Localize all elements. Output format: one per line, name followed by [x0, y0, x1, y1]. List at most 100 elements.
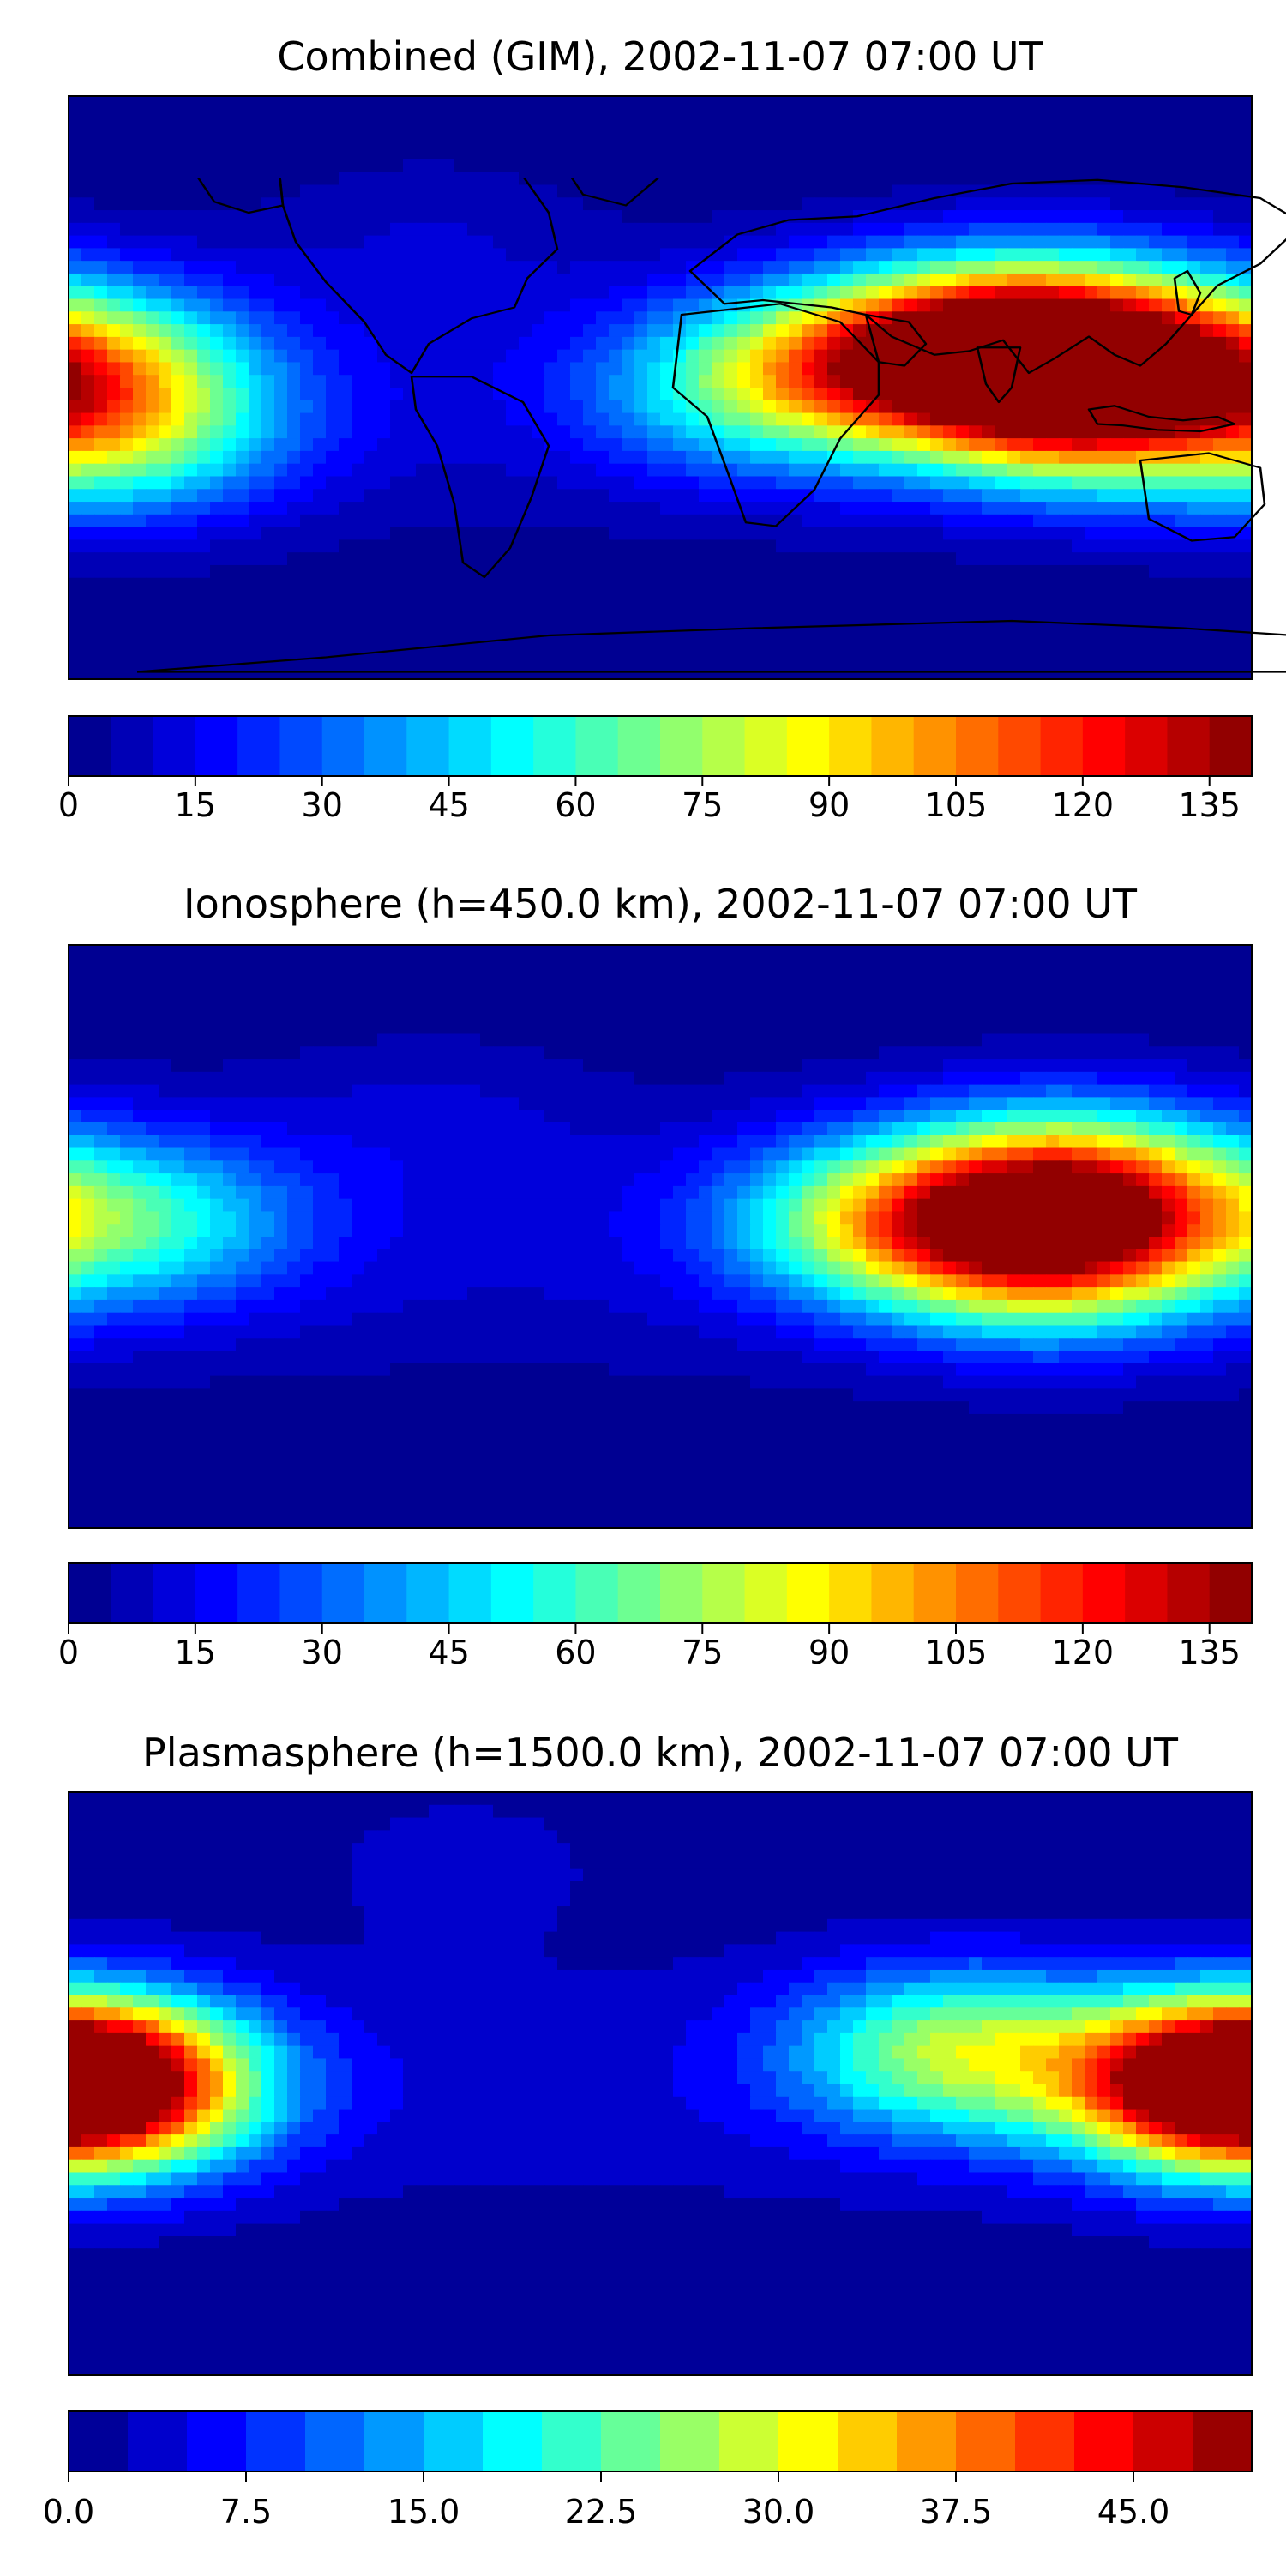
heatmap-cell: [570, 159, 584, 172]
heatmap-cell: [1046, 425, 1060, 438]
heatmap-cell: [171, 983, 185, 996]
heatmap-cell: [1226, 184, 1240, 197]
heatmap-cell: [609, 653, 622, 666]
heatmap-cell: [1020, 578, 1034, 591]
heatmap-cell: [1149, 653, 1163, 666]
heatmap-cell: [236, 958, 249, 971]
heatmap-cell: [1085, 464, 1098, 477]
heatmap-cell: [197, 286, 211, 299]
heatmap-cell: [493, 248, 507, 261]
heatmap-cell: [712, 578, 725, 591]
heatmap-cell: [840, 248, 854, 261]
heatmap-cell: [403, 122, 417, 135]
heatmap-cell: [454, 1008, 468, 1021]
heatmap-cell: [583, 996, 597, 1008]
heatmap-cell: [596, 286, 610, 299]
heatmap-cell: [789, 96, 802, 109]
heatmap-cell: [1085, 109, 1098, 122]
heatmap-cell: [557, 172, 571, 185]
heatmap-cell: [1072, 616, 1085, 629]
heatmap-cell: [1059, 159, 1073, 172]
heatmap-cell: [789, 172, 802, 185]
heatmap-cell: [660, 147, 674, 159]
heatmap-cell: [943, 515, 957, 527]
heatmap-cell: [416, 184, 430, 197]
heatmap-cell: [544, 971, 558, 984]
heatmap-cell: [1213, 375, 1227, 388]
heatmap-cell: [442, 438, 455, 451]
heatmap-cell: [1072, 286, 1085, 299]
heatmap-cell: [930, 666, 944, 679]
heatmap-cell: [184, 109, 198, 122]
heatmap-cell: [1110, 616, 1124, 629]
heatmap-cell: [94, 311, 108, 324]
heatmap-cell: [1187, 641, 1201, 654]
heatmap-cell: [1020, 565, 1034, 578]
heatmap-cell: [493, 134, 507, 147]
heatmap-cell: [1162, 362, 1175, 375]
heatmap-cell: [339, 629, 352, 641]
heatmap-cell: [1020, 324, 1034, 337]
heatmap-cell: [982, 438, 995, 451]
heatmap-cell: [634, 476, 648, 489]
heatmap-cell: [94, 971, 108, 984]
heatmap-cell: [724, 400, 738, 413]
heatmap-cell: [261, 591, 275, 604]
heatmap-cell: [300, 489, 314, 502]
heatmap-cell: [506, 971, 520, 984]
heatmap-cell: [763, 425, 777, 438]
heatmap-cell: [879, 438, 892, 451]
heatmap-cell: [352, 958, 365, 971]
heatmap-cell: [904, 653, 918, 666]
heatmap-cell: [699, 565, 712, 578]
heatmap-cell: [390, 299, 404, 312]
heatmap-cell: [724, 666, 738, 679]
heatmap-cell: [1162, 236, 1175, 249]
heatmap-cell: [570, 476, 584, 489]
heatmap-cell: [647, 337, 661, 350]
heatmap-cell: [377, 1021, 391, 1034]
heatmap-cell: [583, 539, 597, 552]
heatmap-cell: [519, 1033, 532, 1046]
heatmap-cell: [364, 362, 378, 375]
heatmap-cell: [1123, 629, 1137, 641]
heatmap-cell: [673, 438, 687, 451]
heatmap-cell: [326, 565, 340, 578]
heatmap-cell: [930, 159, 944, 172]
heatmap-cell: [686, 489, 700, 502]
heatmap-cell: [480, 641, 494, 654]
heatmap-cell: [853, 958, 867, 971]
heatmap-cell: [364, 629, 378, 641]
heatmap-cell: [313, 362, 327, 375]
heatmap-cell: [570, 565, 584, 578]
heatmap-cell: [660, 502, 674, 515]
heatmap-cell: [1200, 996, 1214, 1008]
heatmap-cell: [892, 565, 905, 578]
heatmap-cell: [274, 362, 288, 375]
heatmap-cell: [802, 565, 815, 578]
heatmap-cell: [313, 653, 327, 666]
heatmap-cell: [570, 337, 584, 350]
heatmap-cell: [120, 122, 134, 135]
heatmap-cell: [210, 311, 224, 324]
heatmap-cell: [1239, 996, 1253, 1008]
heatmap-cell: [814, 134, 828, 147]
heatmap-cell: [223, 515, 237, 527]
heatmap-cell: [763, 337, 777, 350]
heatmap-cell: [377, 375, 391, 388]
heatmap-cell: [1110, 261, 1124, 274]
heatmap-cell: [634, 147, 648, 159]
heatmap-cell: [1200, 147, 1214, 159]
heatmap-cell: [274, 603, 288, 616]
heatmap-cell: [622, 311, 635, 324]
heatmap-cell: [1046, 629, 1060, 641]
heatmap-cell: [480, 1033, 494, 1046]
heatmap-cell: [184, 641, 198, 654]
heatmap-cell: [969, 539, 983, 552]
heatmap-cell: [686, 996, 700, 1008]
heatmap-cell: [133, 1008, 147, 1021]
heatmap-cell: [236, 1008, 249, 1021]
heatmap-cell: [814, 109, 828, 122]
heatmap-cell: [1149, 261, 1163, 274]
heatmap-cell: [1072, 134, 1085, 147]
